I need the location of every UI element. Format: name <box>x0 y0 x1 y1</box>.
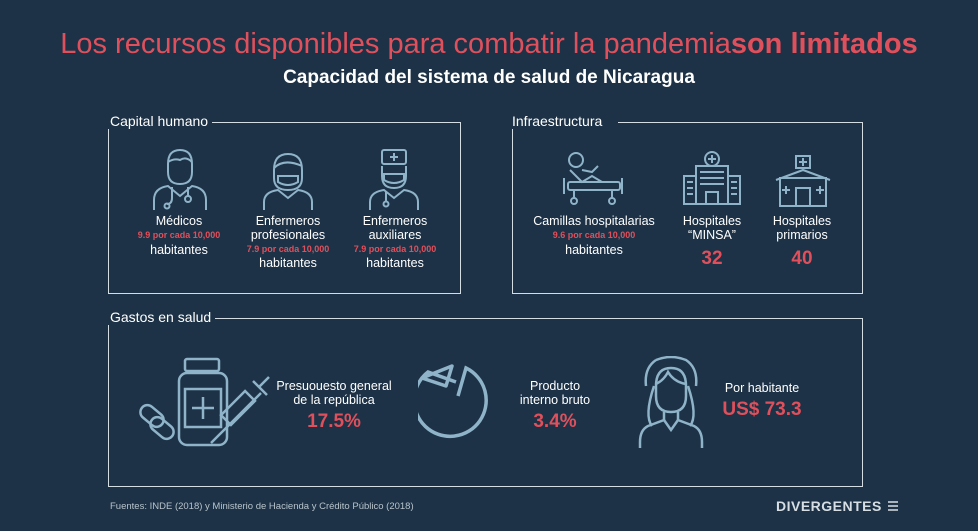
enfermeros-auxiliares-rate: 7.9 por cada 10,000 <box>353 243 437 254</box>
medicos-unit: habitantes <box>150 242 208 257</box>
pie-icon <box>418 360 504 446</box>
auxiliary-nurse-icon <box>368 148 420 212</box>
pib-value: 3.4% <box>533 410 577 432</box>
por-habitante-stat: Por habitante US$ 73.3 <box>710 381 814 421</box>
infraestructura-label: Infraestructura <box>508 113 619 129</box>
enfermeros-auxiliares-stat: Enfermeros auxiliares 7.9 por cada 10,00… <box>335 214 455 271</box>
enfermeros-profesionales-rate: 7.9 por cada 10,000 <box>246 243 330 254</box>
nurse-icon <box>262 150 314 212</box>
hospitales-minsa-value: 32 <box>701 247 723 269</box>
brand-name: DIVERGENTES <box>776 498 882 514</box>
capital-humano-panel <box>108 122 461 294</box>
headline: Los recursos disponibles para combatir l… <box>0 28 978 61</box>
infraestructura-panel <box>512 122 863 294</box>
medicine-icon <box>135 357 271 449</box>
presupuesto-label: Presuouesto general de la república <box>276 379 392 407</box>
enfermeros-auxiliares-label: Enfermeros auxiliares <box>362 214 428 242</box>
camillas-unit: habitantes <box>565 242 623 257</box>
hospitales-primarios-value: 40 <box>791 247 813 269</box>
hospitales-minsa-label: Hospitales “MINSA” <box>682 214 742 242</box>
por-habitante-value: US$ 73.3 <box>722 398 802 420</box>
enfermeros-auxiliares-unit: habitantes <box>366 256 424 271</box>
headline-main: Los recursos disponibles para combatir l… <box>60 28 731 60</box>
pib-label: Producto interno bruto <box>519 379 591 407</box>
pib-stat: Producto interno bruto 3.4% <box>510 379 600 432</box>
hospitales-minsa-stat: Hospitales “MINSA” 32 <box>668 214 756 269</box>
doctor-icon <box>150 146 210 212</box>
capital-humano-label: Capital humano <box>106 113 213 129</box>
medicos-rate: 9.9 por cada 10,000 <box>137 229 221 240</box>
por-habitante-label: Por habitante <box>724 381 800 395</box>
source-note: Fuentes: INDE (2018) y Ministerio de Hac… <box>110 501 414 512</box>
camillas-stat: Camillas hospitalarias 9.6 por cada 10,0… <box>528 214 660 257</box>
gastos-panel <box>108 318 863 487</box>
gastos-label: Gastos en salud <box>106 309 216 325</box>
presupuesto-stat: Presuouesto general de la república 17.5… <box>276 379 392 432</box>
headline-highlight: son limitados <box>730 28 918 60</box>
subtitle: Capacidad del sistema de salud de Nicara… <box>283 67 695 88</box>
primary-hospital-icon <box>774 154 832 208</box>
hospitales-primarios-label: Hospitales primarios <box>772 214 832 242</box>
enfermeros-profesionales-label: Enfermeros profesionales <box>250 214 326 242</box>
camillas-rate: 9.6 por cada 10,000 <box>552 229 636 240</box>
hospital-building-icon <box>682 150 742 206</box>
enfermeros-profesionales-unit: habitantes <box>259 256 317 271</box>
camillas-label: Camillas hospitalarias <box>533 214 655 228</box>
enfermeros-profesionales-stat: Enfermeros profesionales 7.9 por cada 10… <box>228 214 348 271</box>
brand-logo: DIVERGENTES <box>776 498 899 514</box>
hospital-bed-icon <box>562 150 624 206</box>
brand-mark-icon <box>888 498 899 514</box>
woman-icon <box>634 356 708 450</box>
presupuesto-value: 17.5% <box>307 410 361 432</box>
hospitales-primarios-stat: Hospitales primarios 40 <box>758 214 846 269</box>
medicos-label: Médicos <box>155 214 203 228</box>
medicos-stat: Médicos 9.9 por cada 10,000 habitantes <box>120 214 238 257</box>
